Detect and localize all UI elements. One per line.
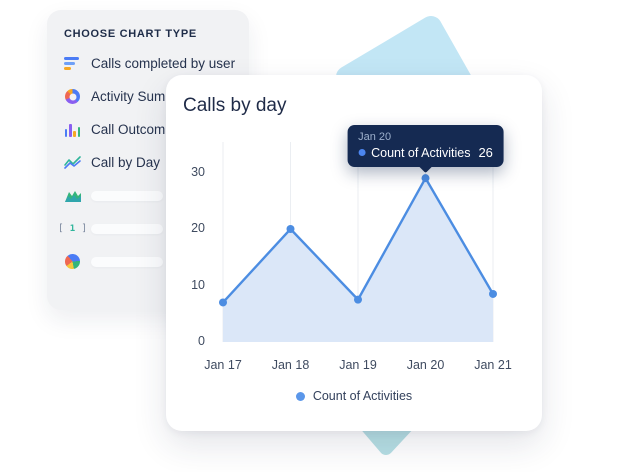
y-tick-label: 30	[191, 164, 205, 179]
pie-chart-icon	[61, 250, 84, 273]
tooltip-value: 26	[478, 145, 493, 160]
chart-svg	[219, 142, 497, 342]
skeleton-bar	[91, 190, 163, 201]
donut-chart-icon	[65, 89, 80, 104]
chart-tooltip: Jan 20 Count of Activities 26	[347, 125, 504, 167]
x-tick-label: Jan 18	[271, 358, 310, 372]
tooltip-date: Jan 20	[358, 131, 392, 143]
menu-item-label: Calls completed by user	[91, 56, 236, 71]
menu-item-calls-completed-by-user[interactable]: Calls completed by user	[64, 47, 235, 80]
x-axis: Jan 17 Jan 18 Jan 19 Jan 20 Jan 21	[204, 358, 512, 374]
skeleton-bar	[91, 256, 163, 267]
numbered-value-icon: [ 1 ]	[57, 223, 88, 234]
chart-point[interactable]	[286, 225, 295, 234]
chart-area-fill	[223, 178, 493, 342]
y-tick-label: 10	[191, 277, 205, 292]
chart-legend[interactable]: Count of Activities	[166, 389, 542, 403]
bar-chart-icon	[64, 123, 81, 137]
tooltip-series-label: Count of Activities	[371, 145, 471, 160]
menu-item-label: Call Outcom	[91, 122, 166, 137]
y-axis: 0 10 20 30	[172, 75, 205, 431]
menu-item-skeleton-area[interactable]	[64, 179, 235, 212]
chart-card: Calls by day 0 10 20 30 Jan 17 Jan 18 Jan 19 J…	[166, 75, 542, 431]
chart-type-panel: CHOOSE CHART TYPE Calls completed by use…	[47, 10, 249, 310]
chart-point[interactable]	[219, 298, 227, 307]
legend-dot	[295, 391, 305, 401]
chart-point[interactable]	[354, 295, 362, 304]
area-chart-icon	[64, 188, 81, 203]
chart-point[interactable]	[421, 174, 430, 183]
legend-label: Count of Activities	[312, 389, 413, 403]
menu-item-call-by-day[interactable]: Call by Day	[64, 146, 235, 179]
menu-item-call-outcome[interactable]: Call Outcom	[64, 113, 235, 146]
menu-item-activity-summary[interactable]: Activity Sum	[64, 80, 235, 113]
x-tick-label: Jan 20	[406, 358, 445, 372]
chart-point[interactable]	[489, 289, 497, 298]
tooltip-row: Count of Activities 26	[358, 145, 493, 160]
menu-item-skeleton-number[interactable]: [ 1 ]	[57, 212, 235, 245]
x-tick-label: Jan 21	[474, 358, 512, 372]
y-tick-label: 0	[198, 334, 205, 348]
skeleton-bar	[91, 223, 163, 234]
x-tick-label: Jan 17	[204, 358, 242, 372]
menu-item-label: Call by Day	[91, 155, 161, 170]
y-tick-label: 20	[191, 221, 205, 235]
funnel-bars-icon	[64, 56, 81, 71]
menu-item-skeleton-pie[interactable]	[61, 245, 235, 278]
x-tick-label: Jan 19	[339, 358, 377, 372]
plot-area: Jan 17 Jan 18 Jan 19 Jan 20 Jan 21 Jan 20 Co…	[204, 125, 512, 372]
tooltip-series-dot	[358, 149, 366, 156]
panel-title: CHOOSE CHART TYPE	[64, 28, 197, 40]
chart-title: Calls by day	[183, 95, 287, 116]
menu-item-label: Activity Sum	[91, 89, 166, 104]
line-chart-icon	[64, 155, 81, 170]
